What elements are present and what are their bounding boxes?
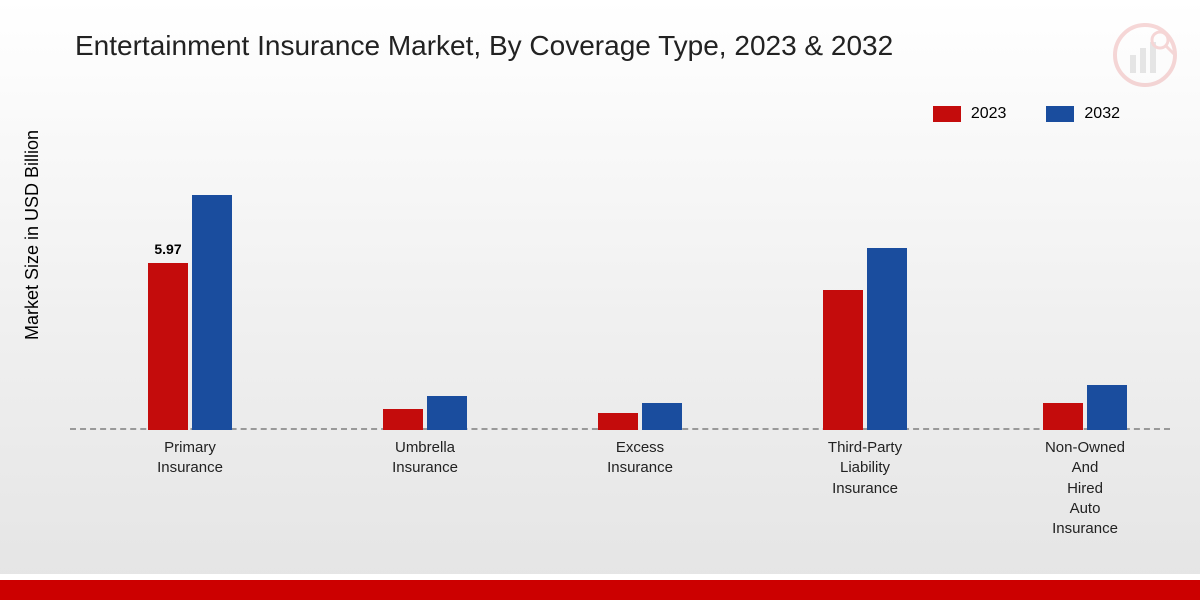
legend-item-2032: 2032 bbox=[1046, 105, 1120, 123]
bar bbox=[823, 290, 863, 430]
bar bbox=[867, 248, 907, 430]
bar bbox=[192, 195, 232, 430]
x-tick-label: Non-OwnedAndHiredAutoInsurance bbox=[1025, 438, 1145, 539]
footer-strip bbox=[0, 580, 1200, 600]
x-tick-label: PrimaryInsurance bbox=[130, 438, 250, 479]
bar bbox=[383, 409, 423, 430]
bar-group bbox=[805, 248, 925, 430]
bar bbox=[1087, 385, 1127, 430]
plot-area: 5.97 bbox=[70, 150, 1170, 430]
x-tick-label: ExcessInsurance bbox=[580, 438, 700, 479]
x-axis-labels: PrimaryInsurance UmbrellaInsurance ExcessI… bbox=[70, 438, 1170, 558]
legend: 2023 2032 bbox=[933, 105, 1120, 123]
x-tick-label: Third-PartyLiabilityInsurance bbox=[805, 438, 925, 499]
bar bbox=[642, 403, 682, 430]
watermark-logo bbox=[1110, 20, 1180, 90]
bar: 5.97 bbox=[148, 263, 188, 430]
legend-label-2032: 2032 bbox=[1084, 105, 1120, 123]
bar bbox=[1043, 403, 1083, 430]
chart-title: Entertainment Insurance Market, By Cover… bbox=[75, 30, 893, 62]
bar-value-label: 5.97 bbox=[154, 241, 181, 257]
legend-swatch-2023 bbox=[933, 106, 961, 122]
bar-group: 5.97 bbox=[130, 195, 250, 430]
x-tick-label: UmbrellaInsurance bbox=[365, 438, 485, 479]
bar-group bbox=[580, 403, 700, 430]
legend-swatch-2032 bbox=[1046, 106, 1074, 122]
bar-group bbox=[1025, 385, 1145, 430]
bar-group bbox=[365, 396, 485, 430]
y-axis-label: Market Size in USD Billion bbox=[22, 130, 43, 340]
bar bbox=[598, 413, 638, 430]
legend-item-2023: 2023 bbox=[933, 105, 1007, 123]
bar bbox=[427, 396, 467, 430]
legend-label-2023: 2023 bbox=[971, 105, 1007, 123]
